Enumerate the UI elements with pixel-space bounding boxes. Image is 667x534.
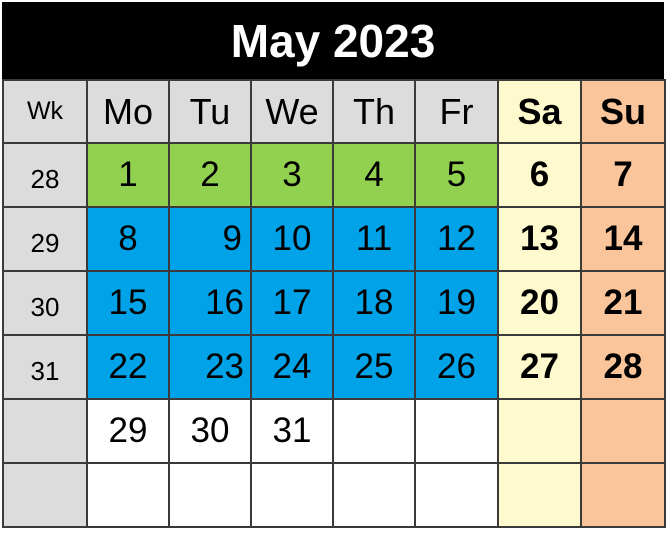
calendar-title: May 2023 bbox=[2, 2, 664, 80]
week-row bbox=[2, 462, 666, 528]
sunday-cell: 7 bbox=[580, 142, 666, 208]
day-cell bbox=[414, 398, 499, 464]
day-cell: 2 bbox=[168, 142, 252, 208]
day-cell bbox=[332, 398, 416, 464]
day-cell bbox=[414, 462, 499, 528]
day-cell: 9 bbox=[168, 206, 252, 272]
day-cell bbox=[332, 462, 416, 528]
week-number: 28 bbox=[2, 142, 88, 208]
day-cell: 5 bbox=[414, 142, 499, 208]
sunday-cell: 14 bbox=[580, 206, 666, 272]
day-cell bbox=[250, 462, 334, 528]
day-cell: 17 bbox=[250, 270, 334, 336]
saturday-cell bbox=[497, 398, 582, 464]
day-cell: 19 bbox=[414, 270, 499, 336]
week-row: 31 22 23 24 25 26 27 28 bbox=[2, 334, 666, 400]
day-cell: 25 bbox=[332, 334, 416, 400]
day-cell bbox=[86, 462, 170, 528]
day-cell: 8 bbox=[86, 206, 170, 272]
sunday-cell: 28 bbox=[580, 334, 666, 400]
saturday-cell bbox=[497, 462, 582, 528]
week-number bbox=[2, 398, 88, 464]
week-row: 29 30 31 bbox=[2, 398, 666, 464]
week-number: 30 bbox=[2, 270, 88, 336]
header-monday: Mo bbox=[86, 79, 170, 144]
saturday-cell: 20 bbox=[497, 270, 582, 336]
calendar-grid: Wk Mo Tu We Th Fr Sa Su 28 1 2 3 4 5 6 7… bbox=[2, 79, 666, 528]
day-cell: 12 bbox=[414, 206, 499, 272]
day-cell: 11 bbox=[332, 206, 416, 272]
sunday-cell bbox=[580, 462, 666, 528]
day-cell: 30 bbox=[168, 398, 252, 464]
day-cell: 26 bbox=[414, 334, 499, 400]
sunday-cell: 21 bbox=[580, 270, 666, 336]
day-cell: 31 bbox=[250, 398, 334, 464]
day-cell: 10 bbox=[250, 206, 334, 272]
header-saturday: Sa bbox=[497, 79, 582, 144]
week-number: 29 bbox=[2, 206, 88, 272]
day-cell: 15 bbox=[86, 270, 170, 336]
day-cell: 18 bbox=[332, 270, 416, 336]
header-thursday: Th bbox=[332, 79, 416, 144]
week-row: 30 15 16 17 18 19 20 21 bbox=[2, 270, 666, 336]
saturday-cell: 6 bbox=[497, 142, 582, 208]
day-cell: 29 bbox=[86, 398, 170, 464]
day-cell: 24 bbox=[250, 334, 334, 400]
day-cell: 23 bbox=[168, 334, 252, 400]
day-cell bbox=[168, 462, 252, 528]
header-tuesday: Tu bbox=[168, 79, 252, 144]
day-cell: 3 bbox=[250, 142, 334, 208]
saturday-cell: 13 bbox=[497, 206, 582, 272]
week-number: 31 bbox=[2, 334, 88, 400]
day-cell: 22 bbox=[86, 334, 170, 400]
header-sunday: Su bbox=[580, 79, 666, 144]
sunday-cell bbox=[580, 398, 666, 464]
day-cell: 1 bbox=[86, 142, 170, 208]
weekday-header-row: Wk Mo Tu We Th Fr Sa Su bbox=[2, 79, 666, 144]
day-cell: 16 bbox=[168, 270, 252, 336]
header-wednesday: We bbox=[250, 79, 334, 144]
week-number-header: Wk bbox=[2, 79, 88, 144]
week-row: 29 8 9 10 11 12 13 14 bbox=[2, 206, 666, 272]
saturday-cell: 27 bbox=[497, 334, 582, 400]
week-row: 28 1 2 3 4 5 6 7 bbox=[2, 142, 666, 208]
week-number bbox=[2, 462, 88, 528]
header-friday: Fr bbox=[414, 79, 499, 144]
day-cell: 4 bbox=[332, 142, 416, 208]
